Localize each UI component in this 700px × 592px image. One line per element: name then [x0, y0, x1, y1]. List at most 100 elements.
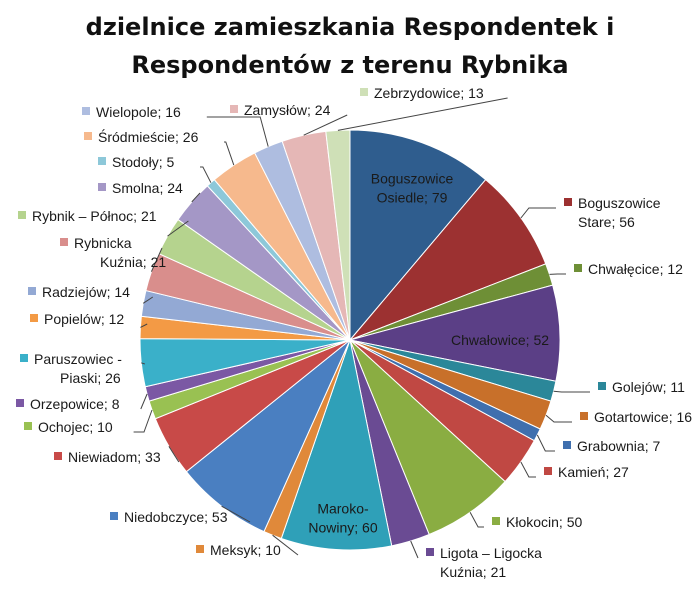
slice-label-line: Boguszowice — [371, 171, 454, 187]
slice-label-radziejow: Radziejów; 14 — [42, 284, 130, 300]
slice-label-line: Radziejów; 14 — [42, 284, 130, 300]
chart-title-line-2: Respondentów z terenu Rybnika — [131, 51, 569, 79]
slice-label-klokocin: Kłokocin; 50 — [506, 514, 582, 530]
leader-lines — [133, 97, 590, 559]
slice-label-line: Chwałowice; 52 — [451, 332, 549, 348]
label-marker-srodmiescie — [84, 132, 92, 140]
slice-label-rybnik-polnoc: Rybnik – Północ; 21 — [32, 208, 157, 224]
leader-line-stodoly — [200, 166, 212, 183]
slice-label-srodmiescie: Śródmieście; 26 — [98, 128, 199, 145]
slice-label-line: Piaski; 26 — [60, 370, 121, 386]
slice-label-ligota-ligocka-kuznia: Ligota – Ligocka Kuźnia; 21 — [440, 545, 542, 580]
slice-label-line: Smolna; 24 — [112, 180, 183, 196]
slice-label-orzepowice: Orzepowice; 8 — [30, 396, 120, 412]
slice-label-golejow: Golejów; 11 — [612, 379, 685, 395]
label-marker-zebrzydowice — [360, 88, 368, 96]
pie-slice-chwalowice — [349, 284, 561, 382]
slice-label-line: Osiedle; 79 — [377, 190, 448, 206]
slice-label-line: Maroko- — [317, 501, 369, 517]
slice-label-boguszowice-stare: Boguszowice Stare; 56 — [578, 195, 661, 230]
label-marker-gotartowice — [580, 412, 588, 420]
slice-label-niedobczyce: Niedobczyce; 53 — [124, 509, 228, 525]
slice-label-line: Kuźnia; 21 — [100, 254, 166, 270]
pie-slice-zebrzydowice — [325, 129, 351, 341]
leader-line-boguszowice-stare — [520, 207, 556, 219]
label-marker-orzepowice — [16, 399, 24, 407]
label-marker-ochojec — [24, 422, 32, 430]
leader-line-orzepowice — [140, 393, 148, 410]
leader-line-niewiadom — [168, 446, 180, 463]
slice-label-line: Niedobczyce; 53 — [124, 509, 228, 525]
label-marker-zamyslow — [230, 105, 238, 113]
slice-label-zamyslow: Zamysłów; 24 — [244, 102, 331, 118]
leader-line-ochojec — [133, 409, 153, 433]
slice-label-line: Popielów; 12 — [44, 311, 124, 327]
slice-label-boguszowice-osiedle: Boguszowice Osiedle; 79 — [371, 171, 454, 206]
label-marker-radziejow — [28, 287, 36, 295]
slice-label-grabownia: Grabownia; 7 — [577, 438, 660, 454]
label-marker-popielow — [30, 314, 38, 322]
slice-label-line: Kuźnia; 21 — [440, 564, 506, 580]
slice-label-gotartowice: Gotartowice; 16 — [594, 409, 692, 425]
slice-label-line: Zebrzydowice; 13 — [374, 85, 484, 101]
slice-label-stodoly: Stodoły; 5 — [112, 154, 174, 170]
slice-label-line: Ochojec; 10 — [38, 419, 113, 435]
slice-label-meksyk: Meksyk; 10 — [210, 542, 281, 558]
slice-label-line: Wielopole; 16 — [96, 104, 181, 120]
slice-label-line: Paruszowiec - — [34, 351, 122, 367]
label-marker-klokocin — [492, 517, 500, 525]
slice-label-line: Zamysłów; 24 — [244, 102, 331, 118]
label-marker-niedobczyce — [110, 512, 118, 520]
leader-line-kamien — [520, 461, 536, 478]
slice-label-line: Gotartowice; 16 — [594, 409, 692, 425]
label-marker-kamien — [544, 467, 552, 475]
slice-label-line: Meksyk; 10 — [210, 542, 281, 558]
slice-label-line: Orzepowice; 8 — [30, 396, 120, 412]
slice-label-line: Stodoły; 5 — [112, 154, 174, 170]
slice-label-zebrzydowice: Zebrzydowice; 13 — [374, 85, 484, 101]
leader-line-gotartowice — [545, 414, 572, 423]
pie-slice-boguszowice-stare — [349, 178, 547, 341]
label-marker-smolna — [98, 183, 106, 191]
slice-label-smolna: Smolna; 24 — [112, 180, 183, 196]
label-marker-grabownia — [563, 441, 571, 449]
slice-label-line: Stare; 56 — [578, 214, 635, 230]
leader-line-srodmiescie — [224, 141, 235, 166]
slice-label-paruszowiec-piaski: Paruszowiec - Piaski; 26 — [34, 351, 122, 386]
slice-label-line: Boguszowice — [578, 195, 661, 211]
chart-title: dzielnice zamieszkania Respondentek i Re… — [0, 8, 700, 84]
leader-line-zebrzydowice — [337, 97, 508, 131]
slice-label-popielow: Popielów; 12 — [44, 311, 124, 327]
slice-label-line: Golejów; 11 — [612, 379, 685, 395]
slice-label-line: Śródmieście; 26 — [98, 128, 199, 145]
slice-label-line: Kamień; 27 — [558, 464, 629, 480]
slice-label-line: Kłokocin; 50 — [506, 514, 582, 530]
slice-label-line: Niewiadom; 33 — [68, 449, 161, 465]
label-marker-paruszowiec-piaski — [20, 354, 28, 362]
pie-slice-maroko-nowiny — [280, 338, 393, 551]
slice-label-line: Rybnik – Północ; 21 — [32, 208, 157, 224]
leader-line-popielow — [140, 323, 148, 328]
label-marker-meksyk — [196, 545, 204, 553]
leader-line-paruszowiec-piaski — [141, 362, 145, 365]
slice-label-kamien: Kamień; 27 — [558, 464, 629, 480]
leader-line-ligota-ligocka-kuznia — [410, 540, 419, 559]
label-marker-ligota-ligocka-kuznia — [426, 548, 434, 556]
slice-label-line: Nowiny; 60 — [308, 520, 377, 536]
label-marker-rybnicka-kuznia — [60, 238, 68, 246]
leader-line-rybnik-polnoc — [167, 220, 189, 237]
leader-line-niedobczyce — [221, 505, 251, 523]
leader-line-grabownia — [536, 434, 555, 452]
label-marker-niewiadom — [54, 452, 62, 460]
leader-line-golejow — [553, 390, 590, 393]
label-marker-wielopole — [82, 107, 90, 115]
leader-line-meksyk — [272, 534, 299, 556]
label-marker-rybnik-polnoc — [18, 211, 26, 219]
label-marker-boguszowice-stare — [564, 198, 572, 206]
slice-label-ochojec: Ochojec; 10 — [38, 419, 113, 435]
leader-line-radziejow — [142, 296, 154, 304]
leader-line-klokocin — [469, 512, 484, 528]
leader-line-zamyslow — [303, 114, 348, 136]
slice-label-chwalowice: Chwałowice; 52 — [451, 332, 549, 348]
